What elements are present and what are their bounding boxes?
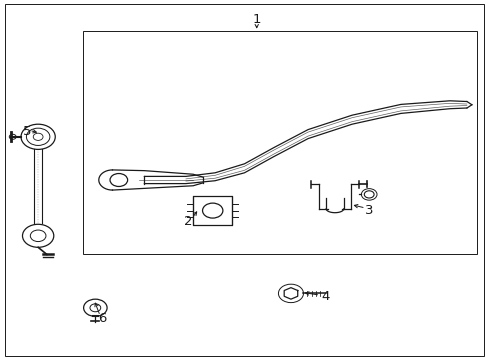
Text: 2: 2: [183, 215, 192, 228]
Text: 6: 6: [98, 312, 107, 325]
Text: 5: 5: [22, 125, 31, 138]
Bar: [193, 196, 232, 225]
Bar: [83, 31, 476, 254]
Text: 3: 3: [364, 204, 373, 217]
Text: 4: 4: [320, 291, 329, 303]
Text: 1: 1: [252, 13, 261, 26]
